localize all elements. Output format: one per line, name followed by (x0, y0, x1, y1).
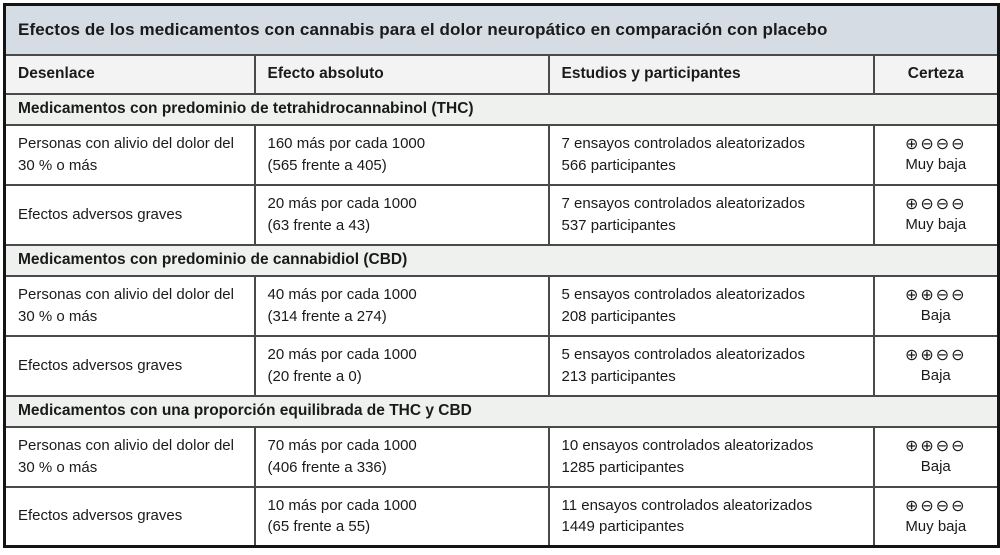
studies-cell: 7 ensayos controlados aleatorizados 537 … (547, 183, 875, 246)
studies-cell: 7 ensayos controlados aleatorizados 566 … (547, 123, 875, 186)
outcome-cell: Personas con alivio del dolor del 30 % o… (3, 274, 256, 337)
effect-line-2: (65 frente a 55) (267, 518, 371, 536)
certainty-cell: ⊕⊕⊖⊖ Baja (872, 425, 1000, 488)
studies-cell: 5 ensayos controlados aleatorizados 213 … (547, 334, 875, 397)
column-header-absolute-effect: Efecto absoluto (253, 53, 550, 95)
certainty-cell: ⊕⊕⊖⊖ Baja (872, 334, 1000, 397)
studies-line-1: 11 ensayos controlados aleatorizados (561, 496, 813, 514)
effect-cell: 40 más por cada 1000 (314 frente a 274) (253, 274, 550, 337)
studies-line-2: 1285 participantes (561, 458, 685, 476)
effect-line-1: 160 más por cada 1000 (267, 134, 426, 152)
grade-certainty-label: Baja (920, 458, 951, 476)
table-row: Efectos adversos graves 20 más por cada … (3, 334, 1000, 397)
grade-certainty-symbols: ⊕⊕⊖⊖ (904, 436, 967, 456)
studies-cell: 10 ensayos controlados aleatorizados 128… (547, 425, 875, 488)
certainty-cell: ⊕⊖⊖⊖ Muy baja (872, 485, 1000, 548)
grade-certainty-symbols: ⊕⊖⊖⊖ (904, 134, 967, 154)
grade-certainty-symbols: ⊕⊖⊖⊖ (904, 496, 967, 516)
outcome-cell: Efectos adversos graves (3, 334, 256, 397)
column-header-outcome: Desenlace (3, 53, 256, 95)
studies-line-2: 1449 participantes (561, 518, 685, 536)
grade-certainty-label: Muy baja (905, 156, 967, 174)
certainty-cell: ⊕⊕⊖⊖ Baja (872, 274, 1000, 337)
studies-line-2: 208 participantes (561, 307, 676, 325)
effect-cell: 20 más por cada 1000 (20 frente a 0) (253, 334, 550, 397)
effect-line-1: 70 más por cada 1000 (267, 436, 417, 454)
studies-line-1: 5 ensayos controlados aleatorizados (561, 285, 806, 303)
effect-line-2: (406 frente a 336) (267, 458, 387, 476)
studies-line-2: 213 participantes (561, 367, 676, 385)
effect-cell: 20 más por cada 1000 (63 frente a 43) (253, 183, 550, 246)
studies-line-1: 7 ensayos controlados aleatorizados (561, 194, 806, 212)
effect-line-1: 10 más por cada 1000 (267, 496, 417, 514)
effect-line-1: 40 más por cada 1000 (267, 285, 417, 303)
effect-line-2: (20 frente a 0) (267, 367, 362, 385)
outcome-cell: Efectos adversos graves (3, 183, 256, 246)
grade-certainty-symbols: ⊕⊖⊖⊖ (904, 194, 967, 214)
outcome-cell: Personas con alivio del dolor del 30 % o… (3, 425, 256, 488)
grade-certainty-symbols: ⊕⊕⊖⊖ (904, 285, 967, 305)
certainty-cell: ⊕⊖⊖⊖ Muy baja (872, 123, 1000, 186)
table-title: Efectos de los medicamentos con cannabis… (3, 3, 1000, 56)
table-row: Personas con alivio del dolor del 30 % o… (3, 274, 1000, 337)
section-header-cbd: Medicamentos con predominio de cannabidi… (3, 243, 1000, 277)
table-row: Efectos adversos graves 10 más por cada … (3, 485, 1000, 548)
section-header-balanced-thc-cbd: Medicamentos con una proporción equilibr… (3, 394, 1000, 428)
effect-line-1: 20 más por cada 1000 (267, 194, 417, 212)
effect-cell: 70 más por cada 1000 (406 frente a 336) (253, 425, 550, 488)
table-row: Efectos adversos graves 20 más por cada … (3, 183, 1000, 246)
certainty-cell: ⊕⊖⊖⊖ Muy baja (872, 183, 1000, 246)
studies-line-1: 10 ensayos controlados aleatorizados (561, 436, 814, 454)
effect-line-2: (314 frente a 274) (267, 307, 387, 325)
studies-line-2: 566 participantes (561, 156, 676, 174)
outcome-cell: Efectos adversos graves (3, 485, 256, 548)
effect-cell: 160 más por cada 1000 (565 frente a 405) (253, 123, 550, 186)
column-header-certainty: Certeza (872, 53, 1000, 95)
grade-summary-table: Efectos de los medicamentos con cannabis… (3, 3, 1000, 548)
studies-line-1: 7 ensayos controlados aleatorizados (561, 134, 806, 152)
effect-cell: 10 más por cada 1000 (65 frente a 55) (253, 485, 550, 548)
effect-line-2: (63 frente a 43) (267, 216, 371, 234)
table-row: Personas con alivio del dolor del 30 % o… (3, 123, 1000, 186)
effect-line-1: 20 más por cada 1000 (267, 345, 417, 363)
outcome-cell: Personas con alivio del dolor del 30 % o… (3, 123, 256, 186)
grade-certainty-label: Baja (920, 307, 951, 325)
studies-cell: 11 ensayos controlados aleatorizados 144… (547, 485, 875, 548)
table-row: Personas con alivio del dolor del 30 % o… (3, 425, 1000, 488)
studies-cell: 5 ensayos controlados aleatorizados 208 … (547, 274, 875, 337)
studies-line-1: 5 ensayos controlados aleatorizados (561, 345, 806, 363)
effect-line-2: (565 frente a 405) (267, 156, 387, 174)
grade-certainty-label: Muy baja (905, 216, 967, 234)
studies-line-2: 537 participantes (561, 216, 676, 234)
grade-certainty-label: Muy baja (905, 517, 967, 535)
grade-certainty-symbols: ⊕⊕⊖⊖ (904, 345, 967, 365)
column-header-studies-participants: Estudios y participantes (547, 53, 875, 95)
grade-certainty-label: Baja (920, 367, 951, 385)
section-header-thc: Medicamentos con predominio de tetrahidr… (3, 92, 1000, 126)
